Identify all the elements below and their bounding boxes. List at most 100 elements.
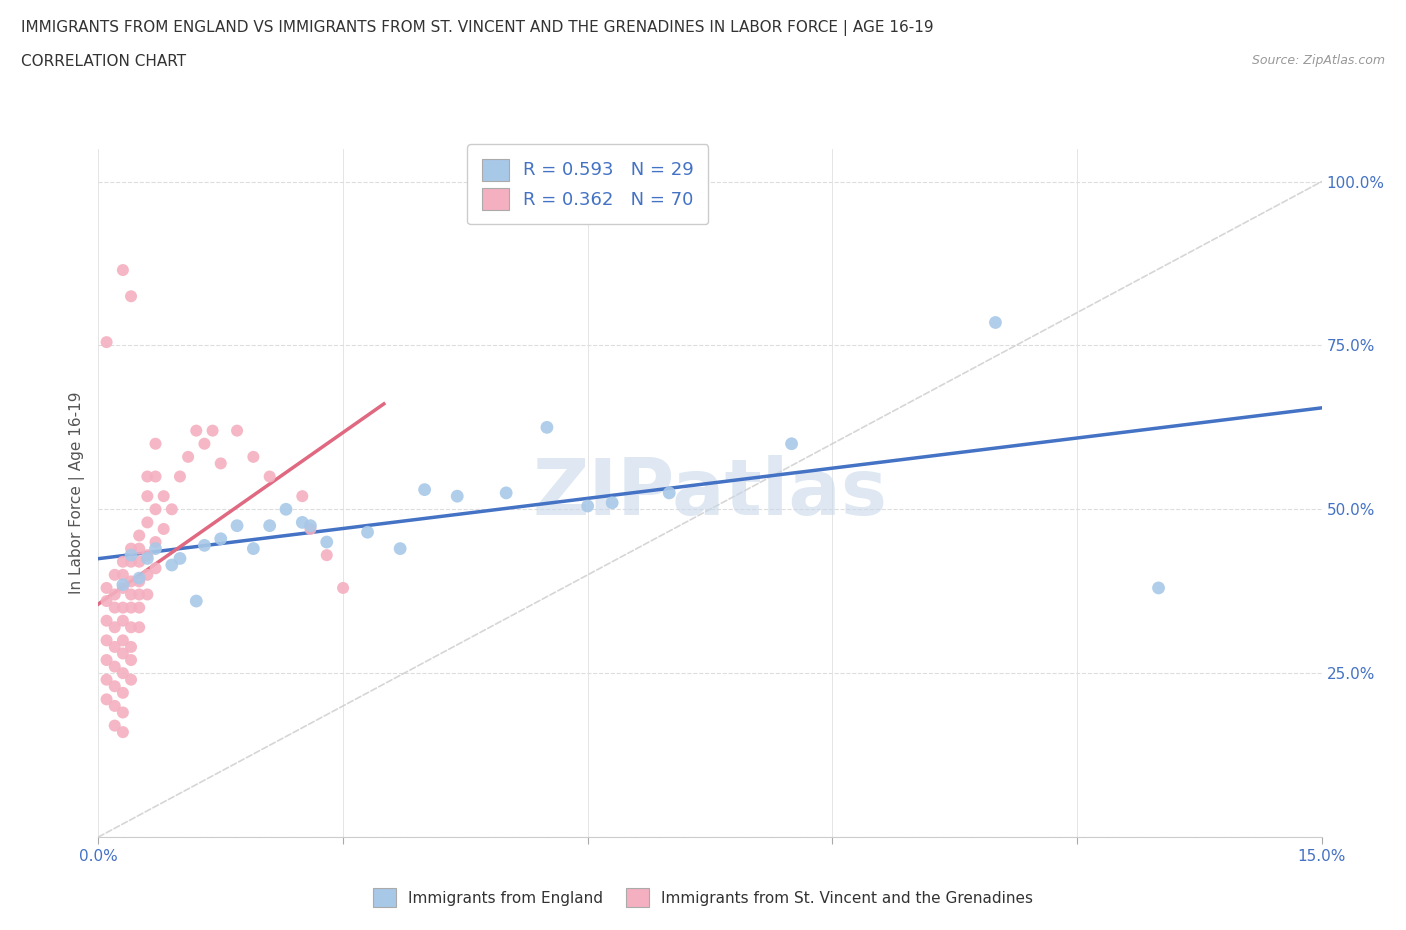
Point (193, 538, 215, 552)
Point (160, 558, 183, 573)
Point (128, 541, 150, 556)
Point (658, 485, 681, 500)
Point (111, 666, 134, 681)
Point (111, 724, 134, 739)
Point (120, 619, 142, 634)
Point (177, 449, 200, 464)
Point (104, 640, 127, 655)
Point (128, 574, 150, 589)
Point (96, 672, 118, 687)
Point (600, 496, 623, 511)
Point (389, 541, 412, 556)
Point (201, 423, 224, 438)
Point (128, 587, 150, 602)
Point (495, 485, 517, 500)
Text: IMMIGRANTS FROM ENGLAND VS IMMIGRANTS FROM ST. VINCENT AND THE GRENADINES IN LAB: IMMIGRANTS FROM ENGLAND VS IMMIGRANTS FR… (21, 20, 934, 36)
Point (120, 548, 142, 563)
Point (111, 554, 134, 569)
Point (111, 633, 134, 648)
Point (120, 600, 142, 615)
Point (1147, 580, 1170, 595)
Point (576, 498, 599, 513)
Point (111, 646, 134, 661)
Point (193, 436, 215, 451)
Point (96, 593, 118, 608)
Point (120, 574, 142, 589)
Point (259, 469, 281, 484)
Point (120, 289, 142, 304)
Point (104, 600, 127, 615)
Point (332, 580, 354, 595)
Point (446, 489, 468, 504)
Point (226, 423, 249, 438)
Point (111, 613, 134, 628)
Point (299, 518, 322, 533)
Point (145, 541, 167, 556)
Point (291, 515, 314, 530)
Point (242, 541, 264, 556)
Point (128, 554, 150, 569)
Point (128, 619, 150, 634)
Point (160, 502, 183, 517)
Legend: R = 0.593   N = 29, R = 0.362   N = 70: R = 0.593 N = 29, R = 0.362 N = 70 (467, 144, 709, 224)
Point (145, 502, 167, 517)
Point (536, 420, 558, 435)
Point (780, 436, 803, 451)
Point (128, 571, 150, 586)
Point (145, 469, 167, 484)
Point (120, 640, 142, 655)
Point (315, 535, 337, 550)
Point (152, 522, 174, 537)
Point (120, 672, 142, 687)
Point (104, 587, 127, 602)
Point (111, 580, 134, 595)
Point (186, 423, 208, 438)
Point (145, 436, 167, 451)
Point (128, 600, 150, 615)
Point (104, 619, 127, 634)
Legend: Immigrants from England, Immigrants from St. Vincent and the Grenadines: Immigrants from England, Immigrants from… (367, 883, 1039, 913)
Point (413, 482, 436, 497)
Point (111, 578, 134, 592)
Point (136, 469, 159, 484)
Point (145, 535, 167, 550)
Point (96, 633, 118, 648)
Point (136, 587, 159, 602)
Y-axis label: In Labor Force | Age 16-19: In Labor Force | Age 16-19 (69, 392, 84, 594)
Point (120, 541, 142, 556)
Point (96, 580, 118, 595)
Point (136, 548, 159, 563)
Point (111, 705, 134, 720)
Point (291, 489, 314, 504)
Text: CORRELATION CHART: CORRELATION CHART (21, 54, 186, 69)
Point (136, 489, 159, 504)
Point (209, 531, 232, 546)
Point (274, 502, 297, 517)
Point (104, 679, 127, 694)
Point (136, 551, 159, 565)
Point (96, 653, 118, 668)
Point (104, 718, 127, 733)
Point (145, 561, 167, 576)
Point (136, 515, 159, 530)
Point (111, 600, 134, 615)
Point (152, 489, 174, 504)
Point (136, 567, 159, 582)
Point (226, 518, 249, 533)
Point (111, 262, 134, 277)
Point (128, 528, 150, 543)
Point (169, 551, 191, 565)
Point (104, 698, 127, 713)
Point (120, 587, 142, 602)
Point (96, 692, 118, 707)
Point (209, 456, 232, 471)
Point (120, 653, 142, 668)
Text: Source: ZipAtlas.com: Source: ZipAtlas.com (1251, 54, 1385, 67)
Point (111, 685, 134, 700)
Point (315, 548, 337, 563)
Point (169, 469, 191, 484)
Point (111, 567, 134, 582)
Point (96, 613, 118, 628)
Point (259, 518, 281, 533)
Point (96, 335, 118, 350)
